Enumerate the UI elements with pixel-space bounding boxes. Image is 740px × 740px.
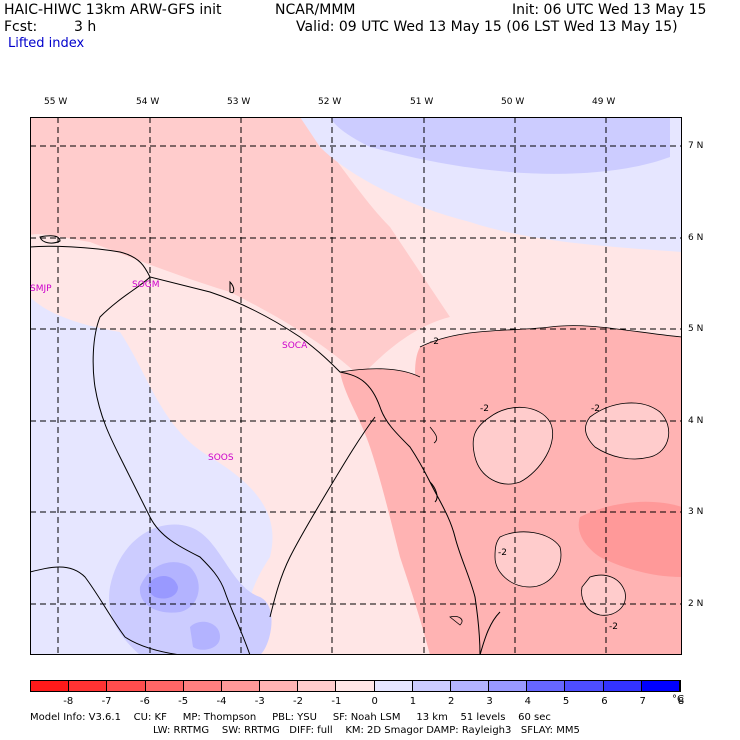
colorbar-tick-label: -8: [63, 696, 74, 707]
contour-label: -2: [430, 337, 439, 347]
station-smjp: SMJP: [30, 284, 52, 294]
contour-label: -2: [609, 622, 618, 632]
field-blue-sw-max: [148, 575, 178, 599]
colorbar-swatch: [336, 681, 375, 691]
colorbar-tick-label: -2: [293, 696, 304, 707]
field-patch-east-2: [585, 402, 669, 459]
org-label: NCAR/MMM: [275, 2, 356, 18]
colorbar-tick-label: 2: [448, 696, 455, 707]
lon-label-49w: 49 W: [592, 97, 616, 107]
lon-label-51w: 51 W: [410, 97, 434, 107]
colorbar-swatch: [374, 681, 413, 691]
lat-label-7n: 7 N: [688, 141, 704, 151]
colorbar-tick-label: -1: [331, 696, 342, 707]
lat-label-6n: 6 N: [688, 233, 704, 243]
lon-label-50w: 50 W: [501, 97, 525, 107]
colorbar-swatch: [260, 681, 299, 691]
field-patch-east-3: [495, 531, 561, 587]
valid-time: Valid: 09 UTC Wed 13 May 15 (06 LST Wed …: [296, 19, 678, 35]
forecast-hour: 3 h: [74, 19, 97, 35]
field-blue-sw-south: [190, 621, 220, 650]
colorbar-swatch: [489, 681, 528, 691]
contour-label: -2: [591, 404, 600, 414]
lon-label-55w: 55 W: [44, 97, 68, 107]
colorbar-swatch: [527, 681, 566, 691]
colorbar-swatch: [31, 681, 70, 691]
contour-label: -2: [498, 548, 507, 558]
colorbar-tick-label: 6: [601, 696, 608, 707]
field-name: Lifted index: [8, 36, 85, 51]
lat-label-5n: 5 N: [688, 324, 704, 334]
model-info-line2: LW: RRTMG SW: RRTMG DIFF: full KM: 2D Sm…: [153, 725, 580, 736]
colorbar-tick-label: -7: [101, 696, 112, 707]
colorbar-tick-label: -4: [216, 696, 227, 707]
colorbar-swatch: [565, 681, 604, 691]
coastlines-borders: [30, 235, 501, 655]
colorbar-tick-label: -6: [139, 696, 150, 707]
lat-label-3n: 3 N: [688, 507, 704, 517]
contour-lines: [339, 325, 682, 626]
colorbar-swatch: [298, 681, 337, 691]
lat-lon-grid: [30, 117, 682, 655]
lon-label-52w: 52 W: [318, 97, 342, 107]
colorbar-tick-label: 3: [486, 696, 493, 707]
colorbar-tick-label: -5: [178, 696, 189, 707]
colorbar-swatch: [412, 681, 451, 691]
init-time: Init: 06 UTC Wed 13 May 15: [512, 2, 707, 18]
lon-label-53w: 53 W: [227, 97, 251, 107]
model-info-line1: Model Info: V3.6.1 CU: KF MP: Thompson P…: [30, 712, 551, 723]
lat-label-4n: 4 N: [688, 416, 704, 426]
field-deep-pink-se: [578, 501, 682, 577]
colorbar-tick-label: 1: [409, 696, 417, 707]
lifted-index-map: [30, 117, 682, 655]
map-frame: [30, 117, 682, 655]
colorbar-swatch: [145, 681, 184, 691]
field-patch-east-1: [473, 407, 553, 485]
field-light-blue-ne: [330, 117, 670, 174]
field-light-pink-nw: [30, 117, 450, 377]
colorbar-tick-label: 8: [677, 696, 685, 707]
colorbar-swatch: [183, 681, 222, 691]
colorbar-swatch: [69, 681, 108, 691]
colorbar-tick-label: 5: [562, 696, 570, 707]
lon-label-54w: 54 W: [136, 97, 160, 107]
colorbar-swatch: [107, 681, 146, 691]
colorbar-swatch: [450, 681, 490, 691]
colorbar: [30, 680, 681, 692]
colorbar-unit: °C: [672, 694, 684, 705]
forecast-label: Fcst:: [4, 19, 38, 35]
field-patch-east-4: [581, 575, 626, 616]
station-soos: SOOS: [208, 453, 234, 463]
colorbar-tick-label: -3: [254, 696, 265, 707]
colorbar-swatch: [603, 681, 642, 691]
colorbar-tick-label: 4: [524, 696, 531, 707]
colorbar-tick-label: 7: [639, 696, 646, 707]
station-sogm: SOGM: [132, 280, 160, 290]
colorbar-tick-label: 0: [371, 696, 378, 707]
colorbar-swatch: [221, 681, 261, 691]
lat-label-2n: 2 N: [688, 599, 704, 609]
station-soca: SOCA: [282, 341, 308, 351]
colorbar-swatch: [641, 681, 680, 691]
model-title: HAIC-HIWC 13km ARW-GFS init: [4, 2, 222, 18]
contour-label: -2: [480, 404, 489, 414]
